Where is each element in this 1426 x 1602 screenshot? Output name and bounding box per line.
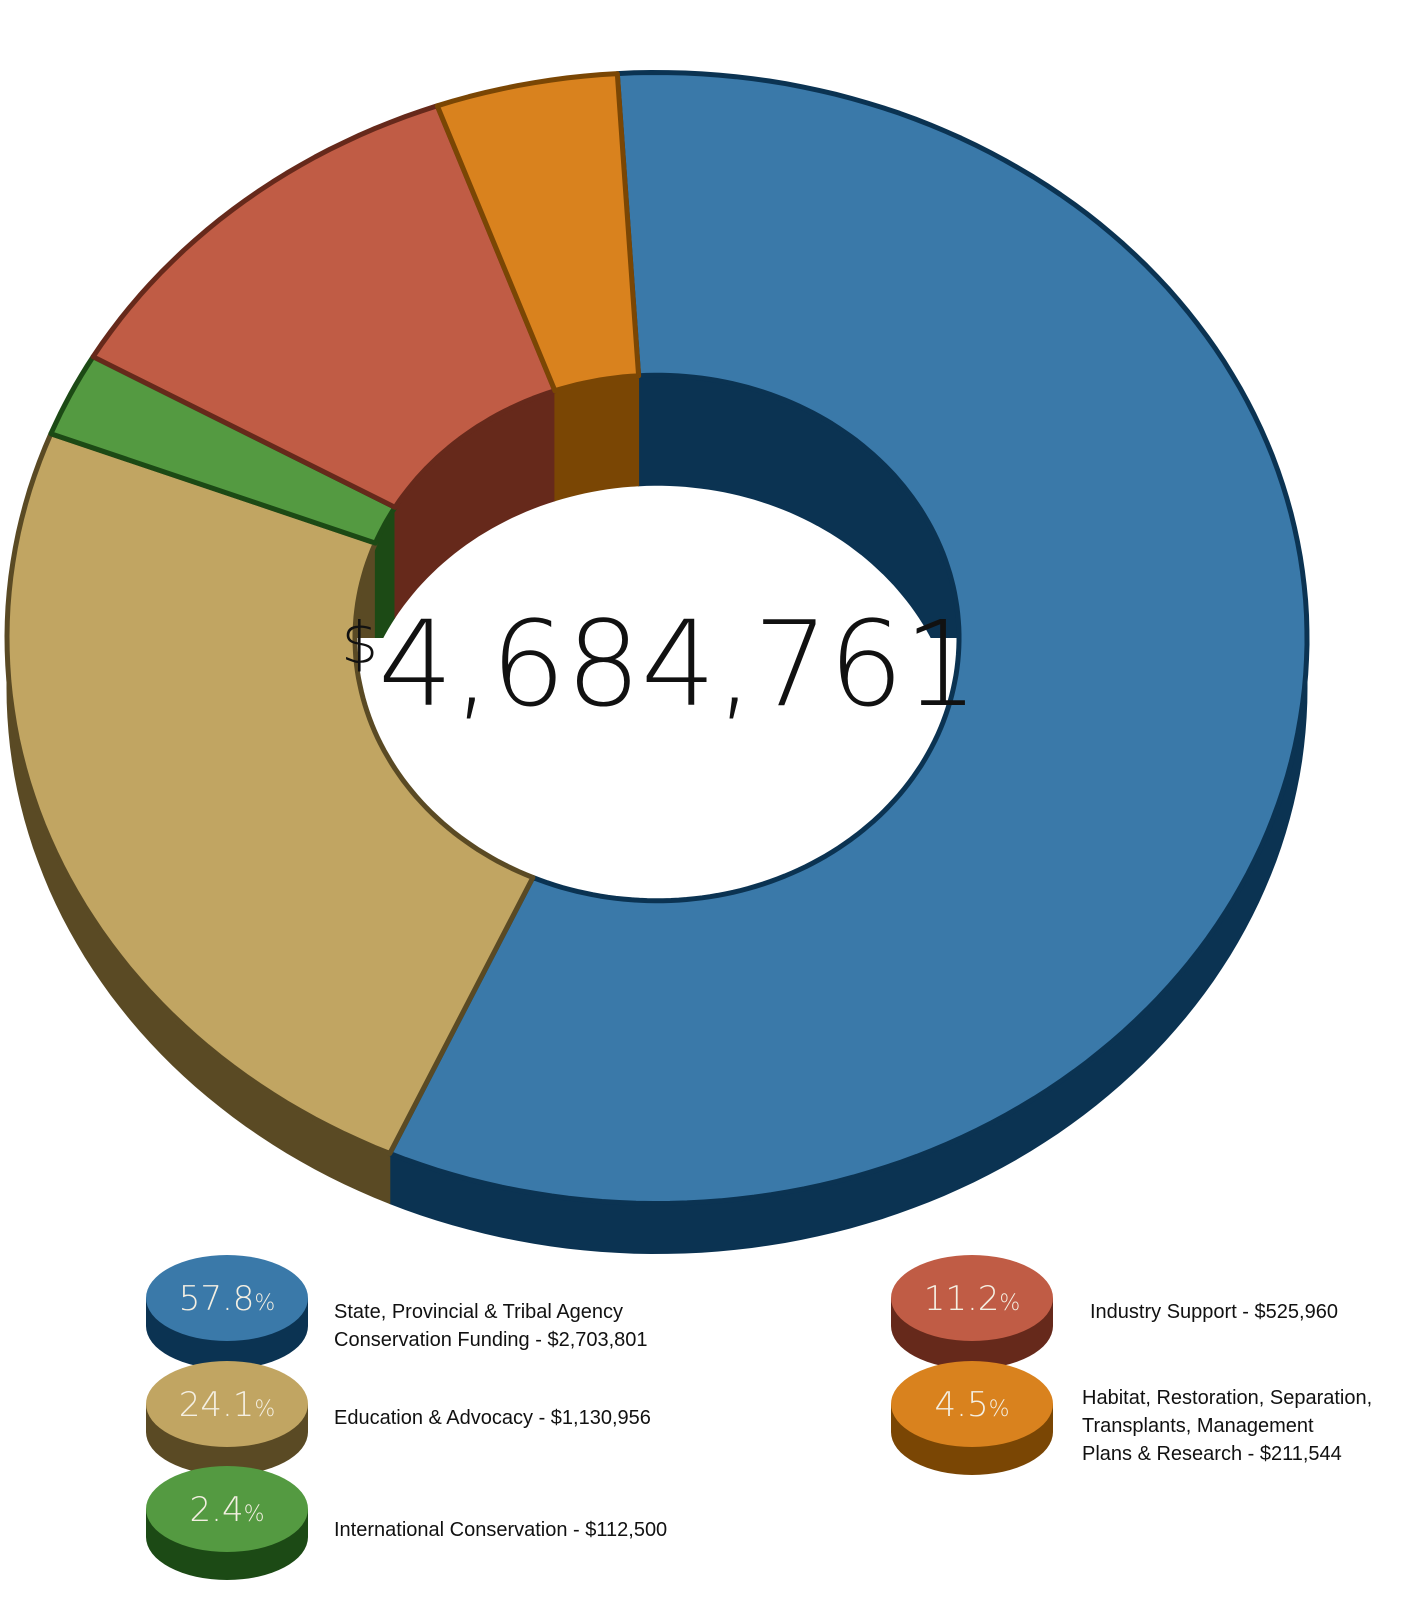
legend-label-line: Industry Support - $525,960 [1090, 1301, 1338, 1323]
legend-percent-value: 2.4 [190, 1490, 244, 1530]
donut-hole-fill [357, 638, 957, 899]
legend-coin-top [146, 1466, 308, 1552]
legend-label: Industry Support - $525,960 [1090, 1301, 1338, 1323]
legend-item-education-advocacy-1-130-956: 24.1% Education & Advocacy - $1,130,956 [146, 1361, 651, 1475]
legend-coin-top [146, 1255, 308, 1341]
legend-percent: 24.1% [179, 1385, 276, 1425]
legend-coin-top [891, 1361, 1053, 1447]
legend-label-line: Conservation Funding - $2,703,801 [334, 1329, 648, 1351]
donut-top-surfaces [4, 70, 1310, 1206]
legend-percent: 11.2% [924, 1279, 1021, 1319]
legend-percent: 2.4% [190, 1490, 265, 1530]
legend-label-line: Plans & Research - $211,544 [1082, 1443, 1342, 1465]
legend-label: Habitat, Restoration, Separation, Transpl… [1082, 1387, 1372, 1465]
legend-item-international-conservation-112-500: 2.4% International Conservation - $112,50… [146, 1466, 667, 1580]
legend-coin-top [146, 1361, 308, 1447]
legend-coin-top [891, 1255, 1053, 1341]
legend-percent-value: 11.2 [924, 1279, 1000, 1319]
legend-label: Education & Advocacy - $1,130,956 [334, 1407, 651, 1429]
legend-percent-sign: % [254, 1397, 275, 1422]
legend-item-state-provincial-tribal-agency-conservat: 57.8% State, Provincial & Tribal Agency Co… [146, 1255, 648, 1369]
inner-wall-habitat-restoration-separation-transplan [554, 375, 640, 502]
legend-label-line: Habitat, Restoration, Separation, [1082, 1387, 1372, 1409]
legend-item-industry-support-525-960: 11.2% Industry Support - $525,960 [891, 1255, 1338, 1369]
legend-label-line: International Conservation - $112,500 [334, 1519, 667, 1541]
legend-percent-value: 4.5 [935, 1385, 989, 1425]
total-amount: $4,684,761 [341, 595, 978, 733]
legend-label: International Conservation - $112,500 [334, 1519, 667, 1541]
legend-percent-value: 24.1 [179, 1385, 255, 1425]
legend-label: State, Provincial & Tribal Agency Conserv… [334, 1301, 648, 1351]
slice-habitat-restoration-separation-transplan [434, 71, 642, 394]
legend: 57.8% State, Provincial & Tribal Agency Co… [146, 1255, 1372, 1580]
total-currency-symbol: $ [341, 609, 378, 677]
legend-percent-sign: % [244, 1502, 265, 1527]
legend-label-line: Transplants, Management [1082, 1415, 1314, 1437]
legend-percent-sign: % [999, 1291, 1020, 1316]
total-amount-number: 4,684,761 [378, 595, 979, 733]
legend-percent-sign: % [254, 1291, 275, 1316]
legend-percent-value: 57.8 [179, 1279, 255, 1319]
legend-item-habitat-restoration-separation-transplan: 4.5% Habitat, Restoration, Separation, Tra… [891, 1361, 1372, 1475]
legend-percent-sign: % [989, 1397, 1010, 1422]
legend-label-line: State, Provincial & Tribal Agency [334, 1301, 623, 1323]
legend-percent: 57.8% [179, 1279, 276, 1319]
legend-percent: 4.5% [935, 1385, 1010, 1425]
legend-label-line: Education & Advocacy - $1,130,956 [334, 1407, 651, 1429]
